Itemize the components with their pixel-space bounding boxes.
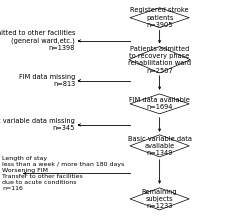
Polygon shape	[129, 135, 188, 157]
Text: Registered stroke
patients
n=3905: Registered stroke patients n=3905	[130, 8, 188, 28]
Text: Remaining
subjects
n=1233: Remaining subjects n=1233	[141, 189, 177, 209]
Text: Length of stay
less than a week / more than 180 days
Worsening FIM
Transfer to o: Length of stay less than a week / more t…	[2, 156, 124, 191]
Polygon shape	[129, 8, 188, 28]
Polygon shape	[128, 46, 190, 73]
Text: Admitted to other facilities
(general ward,etc.)
n=1398: Admitted to other facilities (general wa…	[0, 30, 75, 51]
Polygon shape	[129, 94, 188, 114]
Text: Patients admitted
to recovery phase
rehabilitation ward
n=2507: Patients admitted to recovery phase reha…	[128, 46, 190, 74]
Polygon shape	[129, 188, 188, 210]
Text: FIM data available
n=1694: FIM data available n=1694	[129, 97, 189, 110]
Text: Basic variable data missing
n=345: Basic variable data missing n=345	[0, 118, 75, 131]
Text: FIM data missing
n=813: FIM data missing n=813	[19, 74, 75, 87]
Text: Basic variable data
available
n=1349: Basic variable data available n=1349	[127, 136, 191, 156]
